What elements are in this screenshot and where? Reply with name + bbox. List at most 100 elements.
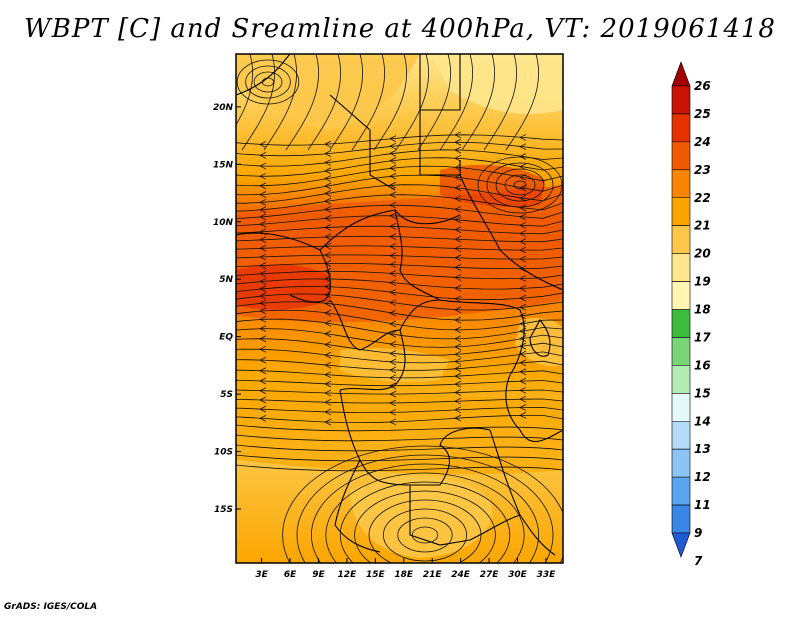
streamline-arrow xyxy=(389,350,397,357)
lon-tick-label: 6E xyxy=(284,570,297,580)
streamline-arrow xyxy=(259,415,267,422)
colorbar-swatch xyxy=(671,141,691,171)
streamline-arrow xyxy=(324,167,332,175)
streamline-arrow xyxy=(259,191,267,198)
latitude-axis: 20N 15N 10N 5N EQ 5S 10S 15S xyxy=(213,103,241,515)
colorbar-swatch xyxy=(671,365,691,394)
streamline-arrow xyxy=(454,397,462,405)
streamline-arrow xyxy=(454,138,462,146)
streamline xyxy=(236,454,563,462)
colorbar-swatch xyxy=(671,448,691,478)
streamline-arrow xyxy=(259,396,267,404)
streamline xyxy=(236,359,563,371)
map-frame xyxy=(235,53,564,564)
streamline-arrow xyxy=(324,418,332,426)
colorbar-swatch xyxy=(671,169,691,199)
streamline-arrow xyxy=(389,330,397,338)
streamline xyxy=(285,54,320,151)
streamline-arrow xyxy=(259,315,267,323)
streamline xyxy=(236,285,563,301)
colorbar-swatch xyxy=(671,197,691,226)
streamline-arrow xyxy=(324,242,332,250)
colorbar-swatch xyxy=(671,281,691,310)
lon-tick-label: 9E xyxy=(312,570,325,580)
streamline xyxy=(236,165,563,187)
streamline-arrow xyxy=(389,164,397,172)
streamline xyxy=(354,490,496,563)
streamline xyxy=(307,54,342,151)
streamline-arrow xyxy=(519,386,527,394)
streamline-arrow xyxy=(259,345,267,353)
streamline-arrow xyxy=(259,285,267,293)
streamline-arrow xyxy=(324,182,332,190)
lat-tick-label: 20N xyxy=(213,103,234,113)
streamline-arrow xyxy=(389,299,397,306)
streamline-arrow xyxy=(259,405,267,413)
colorbar-label: 24 xyxy=(694,135,711,149)
streamline-arrow xyxy=(389,270,397,277)
colorbar-label: 17 xyxy=(694,330,711,344)
streamline xyxy=(236,149,563,167)
colorbar-swatch xyxy=(671,85,691,115)
streamline xyxy=(236,235,563,243)
colorbar-label: 14 xyxy=(694,414,711,428)
streamline-arrow xyxy=(454,206,462,213)
streamline-arrow xyxy=(389,157,397,164)
streamline-arrow xyxy=(389,399,397,407)
streamline-arrow xyxy=(454,358,462,365)
streamline-arrow xyxy=(454,154,462,162)
streamline-arrow xyxy=(259,236,267,244)
streamline xyxy=(236,309,563,331)
streamline xyxy=(245,65,291,99)
lat-tick-label: 10N xyxy=(213,218,234,228)
colorbar-swatch xyxy=(671,476,691,506)
streamline-arrow xyxy=(519,404,527,411)
lat-tick-label: 5N xyxy=(219,275,233,285)
streamline-arrow xyxy=(389,191,397,199)
streamline xyxy=(236,278,563,290)
lon-tick-label: 3E xyxy=(255,570,268,580)
streamline-arrow xyxy=(519,275,527,282)
streamline-arrow xyxy=(389,279,397,287)
streamline xyxy=(351,54,386,151)
streamline-arrow xyxy=(519,377,527,385)
streamline xyxy=(236,184,563,204)
streamline xyxy=(296,454,554,563)
streamline-arrow xyxy=(324,330,332,338)
streamline-arrow xyxy=(454,195,462,203)
streamline-arrow xyxy=(454,414,462,422)
streamline-arrow xyxy=(389,242,397,250)
streamline-arrow xyxy=(519,143,527,151)
streamline xyxy=(236,444,563,452)
streamline-arrow xyxy=(324,408,332,416)
lon-tick-label: 30E xyxy=(508,570,528,580)
streamline-arrow xyxy=(389,150,397,157)
colorbar-label: 18 xyxy=(694,303,711,317)
streamline-arrow xyxy=(389,212,397,220)
streamline xyxy=(236,348,563,364)
streamline xyxy=(236,270,563,280)
streamline xyxy=(368,499,482,563)
streamline-arrow xyxy=(519,153,527,160)
streamline-arrow xyxy=(389,358,397,366)
streamline xyxy=(417,54,452,151)
streamline-arrow xyxy=(324,190,332,197)
streamline-arrow xyxy=(259,182,267,190)
streamline-arrow xyxy=(454,216,462,224)
colorbar-label: 21 xyxy=(694,219,711,233)
streamline-arrow xyxy=(389,408,397,416)
streamline-arrow xyxy=(454,372,462,380)
streamline xyxy=(236,434,563,442)
streamline xyxy=(325,472,525,563)
streamline-arrow xyxy=(324,214,332,222)
streamline-arrow xyxy=(519,221,527,229)
streamline-arrow xyxy=(519,134,527,141)
streamline-arrow xyxy=(324,251,332,259)
streamline-arrow xyxy=(259,356,267,364)
streamline xyxy=(236,328,563,348)
colorbar-swatch xyxy=(671,393,691,422)
streamline-arrow xyxy=(389,418,397,426)
streamline-arrow xyxy=(324,351,332,359)
streamline-arrow xyxy=(454,406,462,414)
streamline-arrow xyxy=(324,150,332,157)
